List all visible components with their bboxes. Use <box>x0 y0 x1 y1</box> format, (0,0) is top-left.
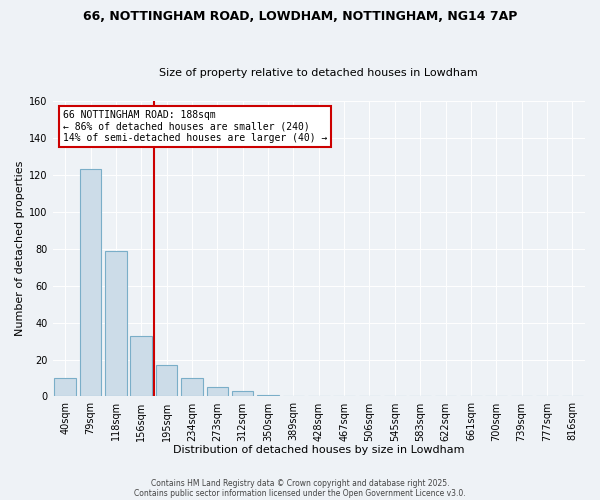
Y-axis label: Number of detached properties: Number of detached properties <box>15 161 25 336</box>
Bar <box>130 336 152 396</box>
X-axis label: Distribution of detached houses by size in Lowdham: Distribution of detached houses by size … <box>173 445 464 455</box>
Text: Contains HM Land Registry data © Crown copyright and database right 2025.: Contains HM Land Registry data © Crown c… <box>151 478 449 488</box>
Bar <box>80 170 101 396</box>
Bar <box>206 387 228 396</box>
Bar <box>232 391 253 396</box>
Bar <box>181 378 203 396</box>
Text: 66, NOTTINGHAM ROAD, LOWDHAM, NOTTINGHAM, NG14 7AP: 66, NOTTINGHAM ROAD, LOWDHAM, NOTTINGHAM… <box>83 10 517 23</box>
Text: Contains public sector information licensed under the Open Government Licence v3: Contains public sector information licen… <box>134 488 466 498</box>
Bar <box>156 365 178 396</box>
Bar <box>105 250 127 396</box>
Title: Size of property relative to detached houses in Lowdham: Size of property relative to detached ho… <box>160 68 478 78</box>
Text: 66 NOTTINGHAM ROAD: 188sqm
← 86% of detached houses are smaller (240)
14% of sem: 66 NOTTINGHAM ROAD: 188sqm ← 86% of deta… <box>63 110 328 143</box>
Bar <box>257 394 279 396</box>
Bar <box>55 378 76 396</box>
